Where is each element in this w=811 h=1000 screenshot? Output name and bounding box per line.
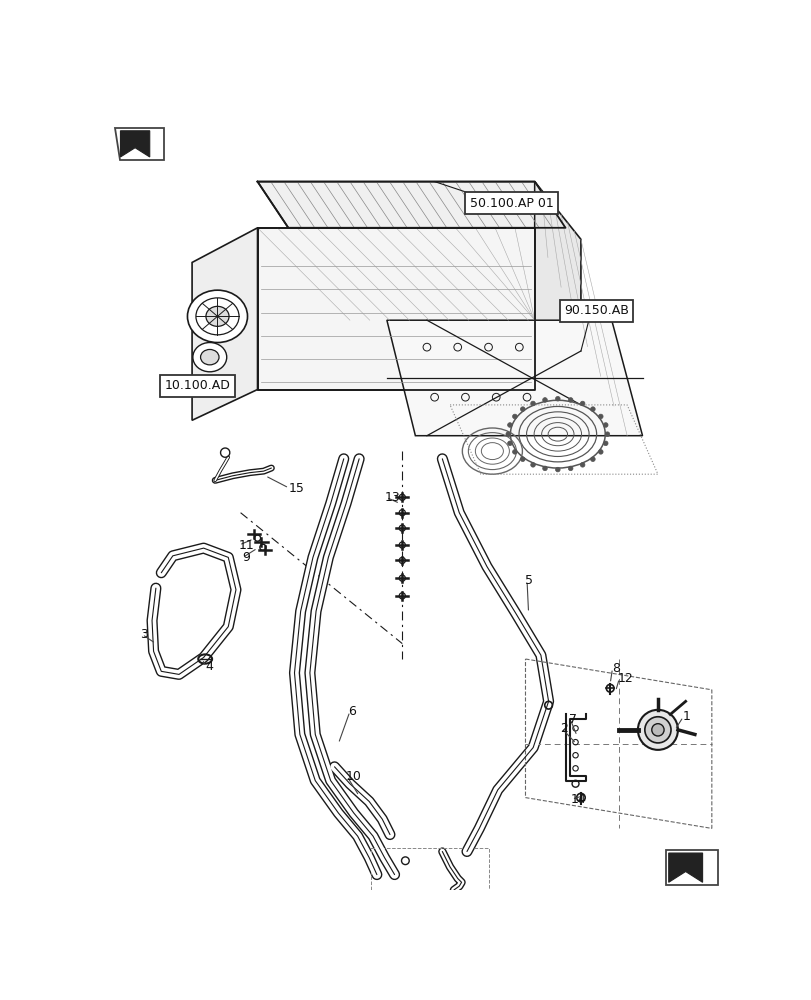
Circle shape [603,423,607,427]
Polygon shape [115,128,163,160]
Circle shape [507,441,512,446]
Circle shape [542,398,547,402]
Polygon shape [668,853,702,882]
Circle shape [555,396,560,401]
Polygon shape [120,131,149,157]
Text: 50.100.AP 01: 50.100.AP 01 [470,197,553,210]
Ellipse shape [193,343,226,372]
Bar [665,850,717,885]
Circle shape [520,457,525,462]
Circle shape [505,432,510,436]
Circle shape [590,407,594,411]
Circle shape [580,463,584,467]
Circle shape [542,466,547,471]
Circle shape [568,398,573,402]
Text: 12: 12 [617,672,633,685]
Polygon shape [386,320,642,436]
Ellipse shape [200,349,219,365]
Circle shape [568,466,573,471]
Text: 90.150.AB: 90.150.AB [563,304,628,317]
Circle shape [590,457,594,462]
Polygon shape [257,228,534,389]
Text: 5: 5 [525,574,533,587]
Circle shape [512,450,517,454]
Circle shape [598,414,603,419]
Circle shape [598,450,603,454]
Circle shape [520,407,525,411]
Circle shape [507,423,512,427]
Text: 10: 10 [345,770,362,783]
Polygon shape [534,182,580,436]
Ellipse shape [206,306,229,326]
Text: 7: 7 [569,713,577,726]
Text: 9: 9 [242,551,250,564]
Polygon shape [192,228,257,420]
Text: 1: 1 [682,710,689,723]
Circle shape [512,414,517,419]
Circle shape [604,432,609,436]
Text: 15: 15 [288,482,304,495]
Circle shape [580,401,584,406]
Ellipse shape [187,290,247,343]
Text: 13: 13 [384,491,400,504]
Text: 14: 14 [570,793,586,806]
Circle shape [603,441,607,446]
Ellipse shape [651,724,663,736]
Text: 4: 4 [205,660,212,673]
Text: 11: 11 [238,539,254,552]
Text: 6: 6 [348,705,356,718]
Polygon shape [257,182,564,228]
Ellipse shape [637,710,677,750]
Text: 8: 8 [611,662,619,675]
Text: 3: 3 [140,628,148,641]
Circle shape [530,401,534,406]
Circle shape [530,463,534,467]
Text: 2: 2 [560,722,568,735]
Ellipse shape [644,717,670,743]
Text: 10.100.AD: 10.100.AD [165,379,230,392]
Circle shape [555,467,560,472]
Ellipse shape [195,298,238,335]
